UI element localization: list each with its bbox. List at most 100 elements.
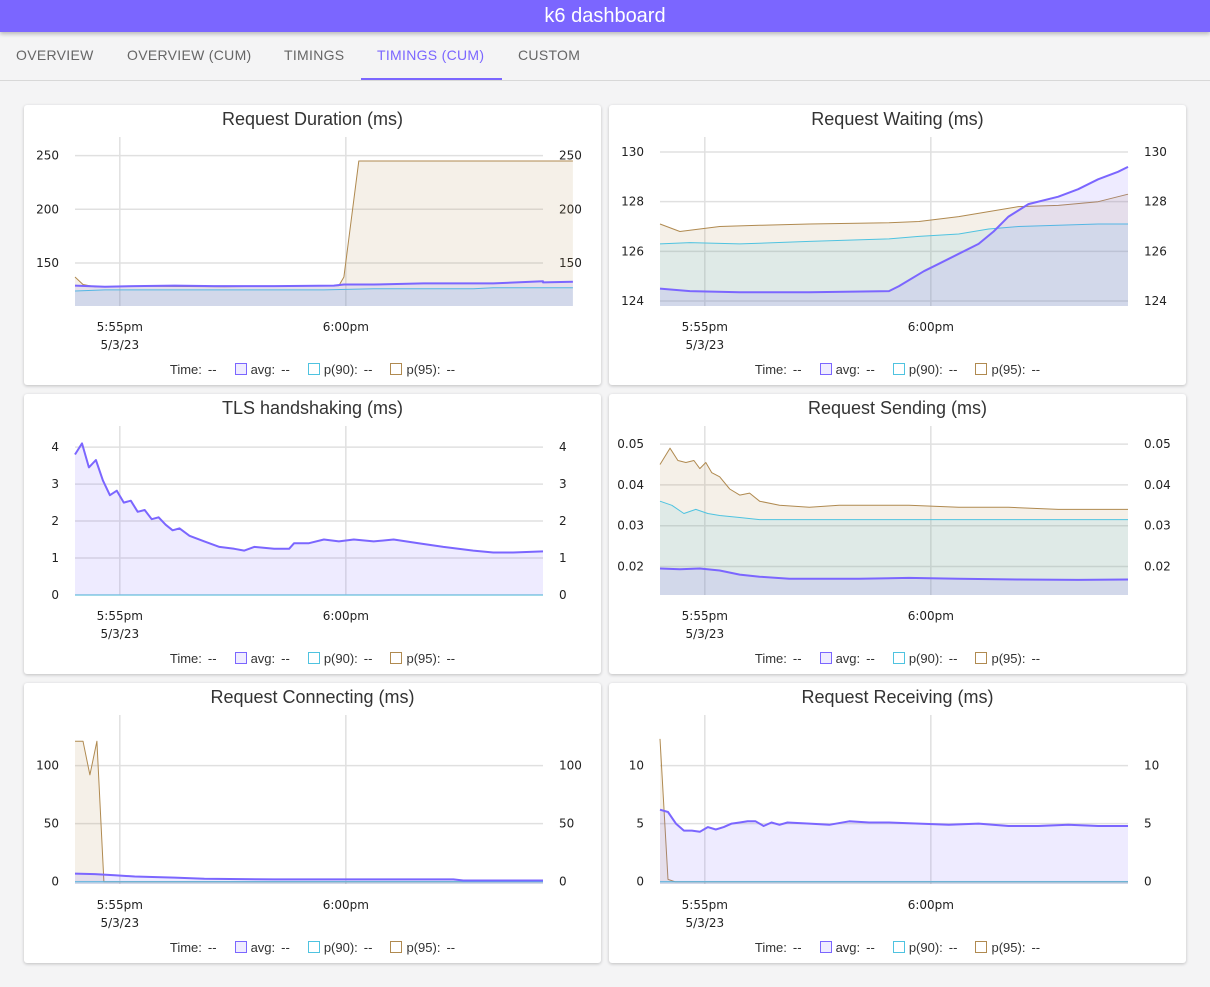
series-area-p95 xyxy=(660,194,1128,306)
p90-swatch-icon xyxy=(892,652,905,664)
x-tick-label: 6:00pm xyxy=(323,320,369,334)
x-tick-label: 5:55pm xyxy=(97,320,143,334)
series-area-p95 xyxy=(75,161,573,306)
y-tick-label-right: 0 xyxy=(559,875,567,889)
y-tick-label-right: 4 xyxy=(559,440,567,454)
p90-swatch-icon xyxy=(307,652,320,664)
series-line-p90 xyxy=(659,500,1128,521)
tab-overview-cum[interactable]: OVERVIEW (CUM) xyxy=(127,47,252,63)
y-tick-label-left: 5 xyxy=(636,817,644,831)
y-tick-label-left: 0 xyxy=(636,875,644,889)
series-line-avg xyxy=(659,567,1129,581)
chart-plot[interactable]: 124 124 126 126 128 128 130 130 5:55pm 6:00pm 5/3/… xyxy=(609,135,1186,355)
chart-title: Request Sending (ms) xyxy=(807,398,988,418)
app-title: k6 dashboard xyxy=(544,5,666,27)
y-tick-label-right: 200 xyxy=(559,202,582,216)
y-tick-label-left: 50 xyxy=(44,817,59,831)
legend-p90[interactable]: p(90): -- xyxy=(307,940,372,955)
chart-card-request-duration: Request Duration (ms) 150 150 200 200 250 250… xyxy=(24,105,601,385)
series-line-p90 xyxy=(659,223,1128,245)
legend-avg[interactable]: avg: -- xyxy=(234,362,290,377)
legend-p90[interactable]: p(90): -- xyxy=(892,362,957,377)
y-tick-label-right: 124 xyxy=(1144,294,1167,308)
p90-swatch-icon xyxy=(307,363,320,375)
chart-card-request-receiving: Request Receiving (ms) 0 0 5 5 10 10 5:55pm 6:0… xyxy=(609,683,1186,963)
legend-p90[interactable]: p(90): -- xyxy=(307,362,372,377)
legend-avg[interactable]: avg: -- xyxy=(819,362,875,377)
legend-p95[interactable]: p(95): -- xyxy=(975,362,1040,377)
y-tick-label-left: 1 xyxy=(51,551,59,565)
legend-p95[interactable]: p(95): -- xyxy=(390,940,455,955)
legend-p90[interactable]: p(90): -- xyxy=(892,651,957,666)
y-tick-label-right: 100 xyxy=(559,759,582,773)
x-tick-label: 5:55pm xyxy=(682,609,728,623)
legend-time: Time: -- xyxy=(169,361,217,377)
y-tick-label-right: 0 xyxy=(1144,875,1152,889)
legend-p95[interactable]: p(95): -- xyxy=(975,940,1040,955)
x-tick-label: 6:00pm xyxy=(908,898,954,912)
chart-title: Request Receiving (ms) xyxy=(801,687,994,707)
p90-swatch-icon xyxy=(307,941,320,953)
legend-avg[interactable]: avg: -- xyxy=(819,651,875,666)
chart-legend: Time: -- avg: -- p(90): -- p(95): -- xyxy=(24,937,601,957)
y-tick-label-left: 128 xyxy=(621,195,644,209)
tab-timings-cum[interactable]: TIMINGS (CUM) xyxy=(361,32,502,80)
chart-plot[interactable]: 0 0 50 50 100 100 5:55pm 6:00pm 5/3/23 xyxy=(24,713,601,933)
y-tick-label-right: 0.05 xyxy=(1144,437,1171,451)
avg-swatch-icon xyxy=(819,941,832,953)
tab-custom[interactable]: CUSTOM xyxy=(518,47,581,63)
y-tick-label-right: 5 xyxy=(1144,817,1152,831)
y-tick-label-right: 0 xyxy=(559,588,567,602)
legend-p95[interactable]: p(95): -- xyxy=(975,651,1040,666)
avg-swatch-icon xyxy=(234,363,247,375)
y-tick-label-left: 3 xyxy=(51,477,59,491)
y-tick-label-right: 1 xyxy=(559,551,567,565)
legend-avg[interactable]: avg: -- xyxy=(234,940,290,955)
x-date-label: 5/3/23 xyxy=(100,916,139,930)
chart-title: TLS handshaking (ms) xyxy=(221,398,404,418)
p90-swatch-icon xyxy=(892,363,905,375)
legend-avg[interactable]: avg: -- xyxy=(234,651,290,666)
x-date-label: 5/3/23 xyxy=(100,338,139,352)
tab-overview[interactable]: OVERVIEW xyxy=(16,47,94,63)
legend-p95[interactable]: p(95): -- xyxy=(390,362,455,377)
y-tick-label-right: 3 xyxy=(559,477,567,491)
series-area-p90 xyxy=(660,224,1128,306)
chart-legend: Time: -- avg: -- p(90): -- p(95): -- xyxy=(24,648,601,668)
chart-plot[interactable]: 0.02 0.02 0.03 0.03 0.04 0.04 0.05 0.05 5:55pm 6:… xyxy=(609,424,1186,644)
y-tick-label-left: 250 xyxy=(36,149,59,163)
x-tick-label: 6:00pm xyxy=(323,898,369,912)
series-area-avg xyxy=(75,873,543,884)
y-tick-label-right: 10 xyxy=(1144,759,1159,773)
y-tick-label-left: 100 xyxy=(36,759,59,773)
legend-p95[interactable]: p(95): -- xyxy=(390,651,455,666)
series-line-avg xyxy=(74,442,544,554)
y-tick-label-left: 2 xyxy=(51,514,59,528)
series-line-avg xyxy=(659,808,1128,833)
avg-swatch-icon xyxy=(234,941,247,953)
x-date-label: 5/3/23 xyxy=(100,627,139,641)
y-tick-label-left: 0.02 xyxy=(617,559,644,573)
chart-legend: Time: -- avg: -- p(90): -- p(95): -- xyxy=(609,359,1186,379)
series-line-p90 xyxy=(74,287,573,292)
series-area-avg xyxy=(660,166,1128,306)
y-tick-label-right: 50 xyxy=(559,817,574,831)
tab-timings[interactable]: TIMINGS xyxy=(284,47,345,63)
legend-avg[interactable]: avg: -- xyxy=(819,940,875,955)
chart-plot[interactable]: 150 150 200 200 250 250 5:55pm 6:00pm 5/3/23 xyxy=(24,135,601,355)
chart-card-request-waiting: Request Waiting (ms) 124 124 126 126 128 128 1… xyxy=(609,105,1186,385)
legend-p90[interactable]: p(90): -- xyxy=(307,651,372,666)
x-tick-label: 6:00pm xyxy=(323,609,369,623)
y-tick-label-left: 10 xyxy=(629,759,644,773)
x-tick-label: 5:55pm xyxy=(97,609,143,623)
chart-legend: Time: -- avg: -- p(90): -- p(95): -- xyxy=(24,359,601,379)
legend-p90[interactable]: p(90): -- xyxy=(892,940,957,955)
avg-swatch-icon xyxy=(234,652,247,664)
y-tick-label-left: 200 xyxy=(36,202,59,216)
x-tick-label: 6:00pm xyxy=(908,609,954,623)
chart-plot[interactable]: 0 0 5 5 10 10 5:55pm 6:00pm 5/3/23 xyxy=(609,713,1186,933)
x-date-label: 5/3/23 xyxy=(685,338,724,352)
chart-plot[interactable]: 0 0 1 1 2 2 3 3 4 4 5:55pm 6:00pm 5/3/23 xyxy=(24,424,601,644)
p95-swatch-icon xyxy=(390,941,403,953)
series-area-p95 xyxy=(660,448,1128,595)
